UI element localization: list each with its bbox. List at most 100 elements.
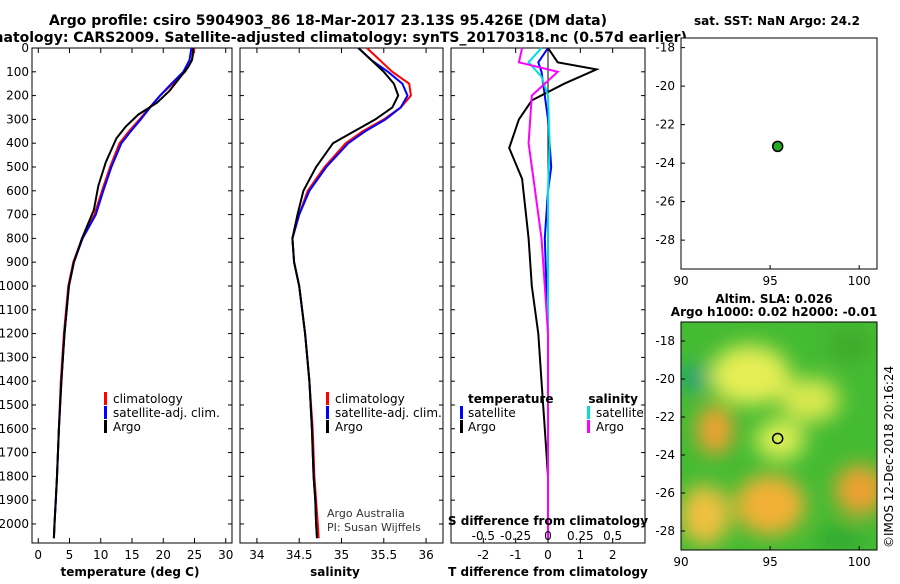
map-y-tick-label: -22 (655, 118, 675, 132)
legend-climatology: climatology (335, 392, 405, 406)
map-y-tick-label: -18 (655, 41, 675, 55)
series-line-s-argo (517, 47, 560, 539)
sla-heatmap (680, 321, 878, 551)
x-tick-label: 20 (156, 548, 171, 562)
series-line-climatology (291, 47, 412, 539)
y-tick-label: 1100 (0, 303, 29, 317)
legend-swatch-satellite (326, 406, 329, 419)
y-tick-label: 1400 (0, 374, 29, 388)
title-line-2: Climatology: CARS2009. Satellite-adjuste… (0, 30, 687, 46)
sla-blob (697, 405, 733, 455)
y-tick-label: 500 (6, 160, 29, 174)
map-x-tick-label: 90 (673, 274, 688, 288)
pi-text: PI: Susan Wijffels (327, 521, 421, 534)
legend-title-salinity: salinity (588, 392, 638, 406)
legend-argo: Argo (113, 420, 141, 434)
legend-climatology: climatology (113, 392, 183, 406)
y-tick-label: 900 (6, 255, 29, 269)
temperature-legend: climatology satellite-adj. clim. Argo (104, 392, 220, 434)
y-tick-label: 1900 (0, 493, 29, 507)
x-tick-label: 15 (124, 548, 139, 562)
difference-panel: -2 -1 0 1 2 T difference from climatology S … (448, 47, 648, 579)
salinity-panel: 34 34.5 35 35.5 36 salinity climatology sate… (239, 47, 444, 579)
map-y-tick-label: -24 (655, 156, 675, 170)
y-tick-label: 1200 (0, 327, 29, 341)
sla-blob (755, 420, 805, 460)
y-tick-label: 1700 (0, 446, 29, 460)
map-y-tick-label: -18 (655, 334, 675, 348)
series-line-argo (291, 47, 400, 539)
legend-swatch-argo (104, 420, 107, 433)
footer-stamp: ©IMOS 12-Dec-2018 20:16:24 (882, 366, 896, 548)
title-line-1: Argo profile: csiro 5904903_86 18-Mar-20… (49, 13, 607, 29)
y-tick-label: 1800 (0, 469, 29, 483)
map-x-tick-label: 100 (848, 274, 871, 288)
sla-blob (681, 485, 730, 545)
legend-t-satellite: satellite (468, 406, 516, 420)
map-y-tick-label: -26 (655, 195, 675, 209)
legend-swatch-t-satellite (460, 406, 463, 419)
y-tick-label: 600 (6, 184, 29, 198)
y-tick-label: 0 (21, 41, 29, 55)
x-tick-label: -2 (477, 548, 489, 562)
series-line-argo (52, 47, 195, 539)
sla-blob (710, 345, 790, 405)
x-tick-label: 1 (577, 548, 585, 562)
x-tick-label: 34 (249, 548, 264, 562)
legend-satellite: satellite-adj. clim. (335, 406, 442, 420)
map-y-tick-label: -22 (655, 410, 675, 424)
salinity-axes (239, 47, 444, 544)
x2-tick-label: -0.5 (472, 529, 495, 543)
map-x-tick-label: 95 (762, 555, 777, 569)
y-tick-label: 800 (6, 231, 29, 245)
map-y-tick-label: -26 (655, 486, 675, 500)
legend-swatch-climatology (104, 392, 107, 405)
y-tick-label: 2000 (0, 517, 29, 531)
x-tick-label: 34.5 (286, 548, 313, 562)
salinity-xlabel: salinity (310, 565, 360, 579)
legend-s-satellite: satellite (596, 406, 644, 420)
x2-tick-label: 0 (544, 529, 552, 543)
float-location-marker (771, 140, 784, 153)
x-tick-label: 36 (418, 548, 433, 562)
difference-legend: temperature salinity satellite Argo sate… (460, 392, 644, 434)
series-line-t-argo (508, 47, 600, 539)
x-tick-label: 2 (609, 548, 617, 562)
x-tick-label: 35 (334, 548, 349, 562)
y-tick-label: 700 (6, 208, 29, 222)
location-map-title: sat. SST: NaN Argo: 24.2 (694, 14, 860, 28)
x2-tick-label: -0.25 (500, 529, 531, 543)
sla-blob (681, 364, 709, 392)
y-tick-label: 1000 (0, 279, 29, 293)
legend-swatch-s-satellite (587, 406, 590, 419)
sla-map-title: Altim. SLA: 0.026 (715, 292, 832, 306)
y-tick-label: 1300 (0, 350, 29, 364)
s-diff-xlabel: S difference from climatology (448, 514, 648, 528)
sla-blob (835, 465, 877, 515)
legend-title-temperature: temperature (468, 392, 553, 406)
location-map-panel: sat. SST: NaN Argo: 24.2 90 95 100 -18 -20 -2… (655, 14, 878, 288)
x-tick-label: 0 (544, 548, 552, 562)
legend-s-argo: Argo (596, 420, 624, 434)
salinity-legend: climatology satellite-adj. clim. Argo (326, 392, 442, 434)
sla-field (681, 322, 877, 550)
sla-blobs (681, 327, 877, 550)
legend-swatch-s-argo (587, 420, 590, 433)
legend-swatch-t-argo (460, 420, 463, 433)
map-y-tick-label: -20 (655, 79, 675, 93)
x-tick-label: 35.5 (370, 548, 397, 562)
sla-blob (780, 378, 840, 422)
map-x-tick-label: 90 (673, 555, 688, 569)
x2-tick-label: 0.25 (567, 529, 594, 543)
x-tick-label: 5 (66, 548, 74, 562)
sla-blob (815, 526, 865, 550)
sla-blob (828, 327, 872, 363)
map-x-tick-label: 100 (848, 555, 871, 569)
map-y-tick-label: -28 (655, 233, 675, 247)
sla-blob (735, 475, 805, 535)
sla-map-axes (680, 321, 878, 551)
series-line-satellite-adj-clim- (52, 47, 193, 539)
x-tick-label: 0 (34, 548, 42, 562)
y-tick-label: 300 (6, 112, 29, 126)
